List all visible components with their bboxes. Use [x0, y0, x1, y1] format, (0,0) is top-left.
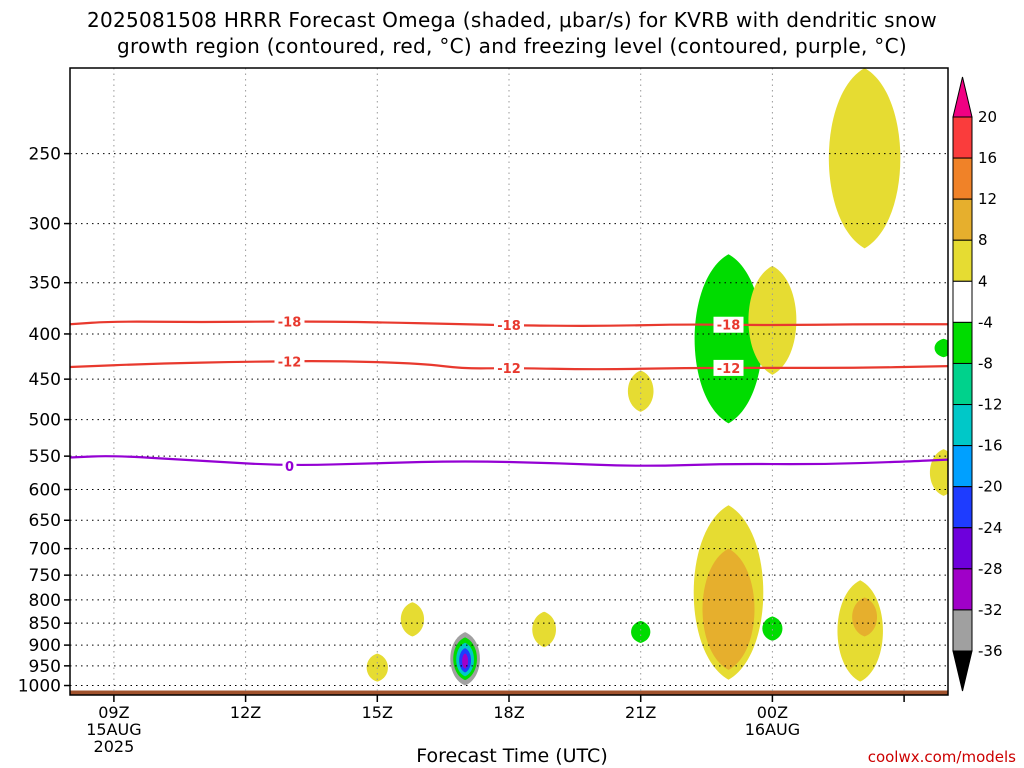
x-tick-label-12: 12Z: [230, 703, 261, 722]
colorbar-label-13: -36: [978, 642, 1003, 660]
colorbar-box-7: [952, 404, 973, 447]
contour-label--12-1: -12: [497, 362, 521, 377]
y-tick-label-500: 500: [29, 411, 61, 431]
y-tick-label-600: 600: [29, 481, 61, 501]
colorbar-box-8: [952, 445, 973, 488]
contour-layer: [70, 320, 948, 467]
contour-label-bg--18-2: [713, 316, 744, 333]
y-tick-label-300: 300: [29, 215, 61, 235]
colorbar-box-10: [952, 527, 973, 570]
ground-strip: [70, 690, 948, 695]
y-tick-label-950: 950: [29, 657, 61, 677]
colorbar-box-5: [952, 321, 973, 364]
omega-region-1: [694, 254, 763, 424]
omega-region-9: [852, 597, 878, 637]
y-tick-label-750: 750: [29, 566, 61, 586]
colorbar-box-4: [952, 280, 973, 323]
colorbar-box-3: [952, 239, 973, 282]
colorbar-label-3: 8: [978, 231, 988, 249]
omega-region-5: [934, 338, 948, 358]
colorbar-bottom-arrow: [952, 650, 973, 692]
contour-label-bg--18-0: [274, 313, 305, 330]
contour-line--18: [70, 320, 948, 327]
colorbar-box-2: [952, 198, 973, 241]
x-tick-label-9: 09Z: [98, 703, 129, 722]
contour-label-bg--12-0: [274, 353, 305, 370]
colorbar-label-5: -4: [978, 313, 993, 331]
omega-region-0: [828, 68, 901, 249]
contour-line--12: [70, 360, 948, 371]
grid-layer: [70, 68, 948, 695]
y-tick-label-250: 250: [29, 145, 61, 165]
contour-label-bg-0-0: [282, 457, 297, 474]
y-tick-label-700: 700: [29, 540, 61, 560]
omega-region-2: [748, 265, 797, 375]
omega-region-7: [702, 548, 755, 670]
source-credit: coolwx.com/models: [867, 748, 1016, 766]
colorbar-box-9: [952, 486, 973, 529]
colorbar-label-8: -16: [978, 437, 1003, 455]
contour-label-bg--18-1: [494, 317, 524, 334]
colorbar-label-0: 20: [978, 108, 997, 126]
x-tick-label-15: 15Z: [362, 703, 393, 722]
contour-label--12-0: -12: [278, 355, 302, 370]
y-tick-label-850: 850: [29, 614, 61, 634]
contour-line-0: [70, 455, 948, 467]
colorbar-box-11: [952, 568, 973, 611]
omega-region-12: [532, 611, 556, 648]
y-tick-label-350: 350: [29, 274, 61, 294]
x-tick-label-21: 21Z: [625, 703, 656, 722]
colorbar-label-1: 16: [978, 149, 997, 167]
contour-label-0-0: 0: [285, 460, 294, 475]
x-tick-date-24: 16AUG: [745, 720, 800, 739]
colorbar-box-6: [952, 362, 973, 406]
colorbar-label-9: -20: [978, 478, 1003, 496]
contour-label--18-1: -18: [497, 319, 521, 334]
colorbar-box-0: [952, 116, 973, 159]
colorbar-label-10: -24: [978, 519, 1003, 537]
contour-label--18-2: -18: [717, 319, 741, 334]
colorbar-label-12: -32: [978, 601, 1003, 619]
contour-label-bg--12-1: [494, 359, 524, 376]
contour-label--12-2: -12: [717, 362, 741, 377]
y-tick-label-650: 650: [29, 511, 61, 531]
x-tick-label-24: 00Z: [757, 703, 788, 722]
y-tick-label-900: 900: [29, 636, 61, 656]
colorbar-label-2: 12: [978, 190, 997, 208]
omega-region-3: [627, 370, 654, 412]
colorbar-top-arrow: [952, 76, 973, 118]
contour-label-layer: -18 -18 -18 -12 -12 -12 0: [274, 313, 744, 475]
y-tick-label-450: 450: [29, 370, 61, 390]
y-tick-label-400: 400: [29, 325, 61, 345]
colorbar-box-12: [952, 609, 973, 652]
colorbar-label-6: -8: [978, 354, 993, 372]
y-tick-label-1000: 1000: [18, 677, 61, 697]
colorbar-label-7: -12: [978, 396, 1003, 414]
colorbar-box-1: [952, 157, 973, 200]
colorbar-label-11: -28: [978, 560, 1003, 578]
omega-core-3: [462, 653, 469, 669]
contour-label-bg--12-2: [713, 359, 744, 376]
y-axis: 2503003504004505005506006507007508008509…: [18, 145, 70, 697]
colorbar-label-4: 4: [978, 272, 988, 290]
omega-region-11: [631, 620, 651, 643]
omega-shading-layer: [70, 68, 948, 695]
y-tick-label-800: 800: [29, 591, 61, 611]
x-tick-date-9: 15AUG: [86, 720, 141, 739]
chart-title-line-2: growth region (contoured, red, °C) and f…: [117, 34, 907, 58]
omega-region-10: [762, 616, 783, 641]
omega-region-13: [400, 602, 425, 637]
x-axis-title: Forecast Time (UTC): [416, 745, 608, 767]
chart-title-line-1: 2025081508 HRRR Forecast Omega (shaded, …: [86, 8, 938, 32]
x-tick-year-9: 2025: [94, 737, 135, 756]
y-tick-label-550: 550: [29, 447, 61, 467]
x-tick-label-18: 18Z: [493, 703, 524, 722]
contour-label--18-0: -18: [278, 315, 302, 330]
colorbar: 20 16 12 8 4 -4 -8 -12 -16 -20 -24 -28 -32 -36: [952, 76, 1003, 692]
